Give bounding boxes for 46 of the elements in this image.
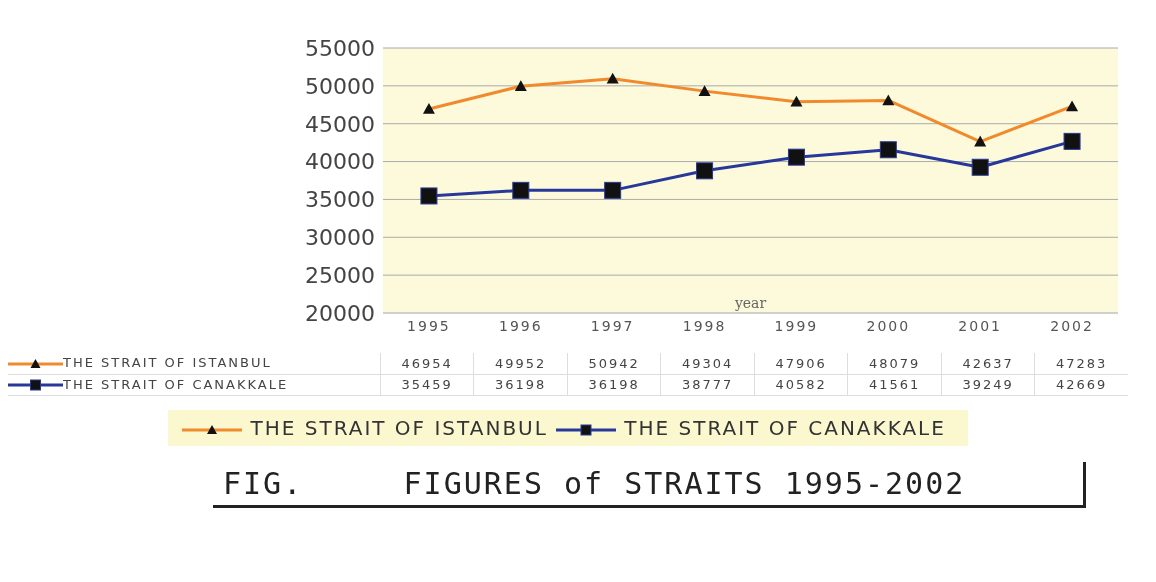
x-tick-label: 2001 — [958, 317, 1003, 334]
point — [696, 162, 714, 180]
data-label: 49304 — [660, 353, 755, 374]
data-label: 47906 — [754, 353, 848, 374]
point — [879, 141, 897, 159]
y-tick-label: 20000 — [305, 300, 375, 326]
x-tick-label: 1995 — [407, 317, 451, 334]
text: THE STRAIT OF ISTANBUL — [250, 416, 548, 440]
data-label: 48079 — [847, 353, 942, 374]
x-tick-label: 1999 — [774, 317, 819, 334]
data-label: 42669 — [1034, 374, 1128, 396]
text: FIG. FIGURES of STRAITS 1995-2002 — [213, 462, 1086, 508]
x-tick-label: 1997 — [590, 317, 635, 334]
legend-label: THE STRAIT OF ISTANBUL — [62, 354, 273, 372]
point — [604, 181, 622, 199]
data-label: 47283 — [1034, 353, 1128, 374]
x-tick-label: 2002 — [1050, 317, 1094, 334]
text: THE STRAIT OF CANAKKALE — [63, 376, 289, 392]
x-tick-label: 2000 — [866, 317, 911, 334]
data-label: 50942 — [567, 353, 661, 374]
data-label: 39249 — [941, 374, 1035, 396]
data-label: 36198 — [567, 374, 661, 396]
data-label: 40582 — [754, 374, 848, 396]
data-label: 35459 — [380, 374, 474, 396]
point — [512, 181, 530, 199]
y-tick-label: 40000 — [305, 149, 375, 175]
point — [420, 187, 438, 205]
y-tick-label: 45000 — [305, 111, 375, 137]
x-tick-label: 1996 — [498, 317, 543, 334]
data-label: 49952 — [473, 353, 568, 374]
y-tick-label: 35000 — [305, 187, 375, 213]
point — [787, 148, 805, 166]
legend-label: THE STRAIT OF CANAKKALE — [623, 416, 946, 440]
y-tick-label: 50000 — [305, 73, 375, 99]
point — [1063, 132, 1081, 150]
data-label: 42637 — [941, 353, 1035, 374]
point — [971, 158, 989, 176]
x-tick-label: 1998 — [682, 317, 727, 334]
y-tick-label: 55000 — [305, 35, 375, 61]
x-axis-title: year — [733, 295, 767, 311]
data-label: 46954 — [380, 353, 474, 374]
data-label: 41561 — [847, 374, 942, 396]
y-tick-label: 25000 — [305, 262, 375, 288]
data-label: 38777 — [660, 374, 755, 396]
y-tick-label: 30000 — [305, 225, 375, 251]
data-label: 36198 — [473, 374, 568, 396]
